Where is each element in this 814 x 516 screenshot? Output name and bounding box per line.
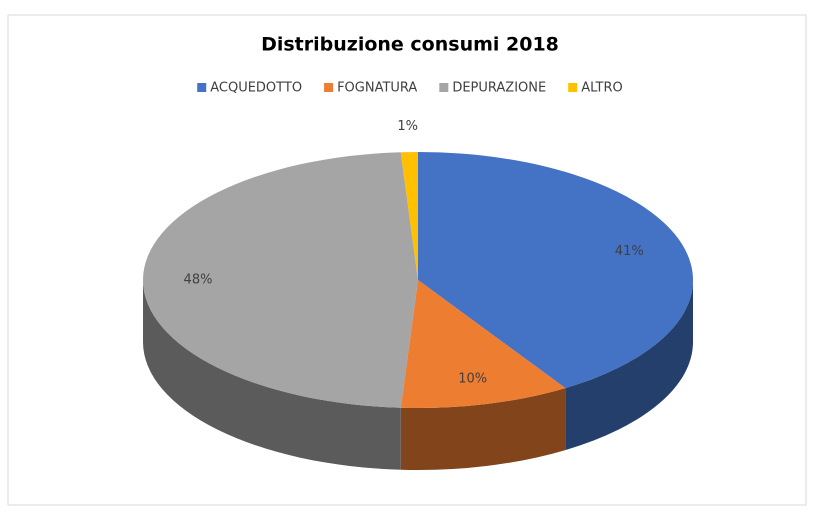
legend-swatch — [324, 83, 334, 92]
legend-label: ALTRO — [581, 81, 623, 96]
legend-swatch — [439, 83, 449, 92]
slice — [418, 152, 693, 389]
legend-swatch — [568, 83, 578, 92]
legend: ACQUEDOTTO FOGNATURA DEPURAZIONE ALTRO — [197, 81, 623, 96]
slice-side — [143, 280, 401, 470]
data-label: 1% — [397, 119, 418, 134]
legend-swatch — [197, 83, 207, 92]
slice-side — [565, 280, 693, 451]
legend-label: DEPURAZIONE — [452, 81, 546, 96]
pie-sides — [143, 280, 693, 471]
slice — [400, 152, 418, 280]
data-labels: 41% 10% 48% 1% — [184, 119, 644, 387]
slice-side — [400, 388, 566, 471]
data-label: 48% — [184, 273, 213, 288]
slice — [142, 152, 418, 408]
pie-tops — [142, 152, 693, 408]
legend-label: ACQUEDOTTO — [210, 81, 302, 96]
data-label: 41% — [615, 244, 644, 259]
data-label: 10% — [458, 372, 487, 387]
legend-label: FOGNATURA — [337, 81, 417, 96]
chart-title: Distribuzione consumi 2018 — [261, 34, 559, 56]
slice — [400, 280, 566, 408]
